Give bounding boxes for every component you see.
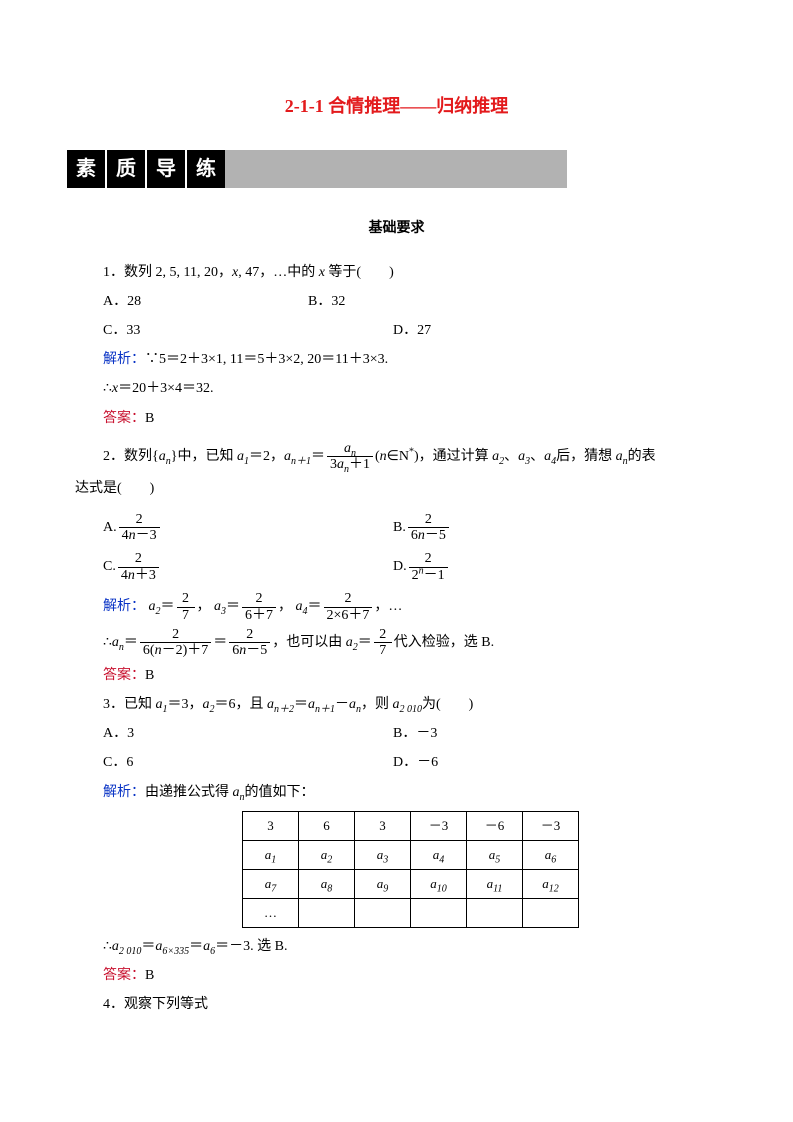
banner-char-2: 质 <box>107 150 147 188</box>
q2-opt-a: A.24n－3 <box>103 512 393 544</box>
q3-conclusion: ∴a2 010＝a6×335＝a6＝－3. 选 B. <box>103 934 718 959</box>
q3-opt-d: D．－6 <box>393 750 718 775</box>
q1-opt-d: D．27 <box>393 318 718 343</box>
table-row: a7 a8 a9 a10 a11 a12 <box>243 869 579 898</box>
table-row: … <box>243 898 579 927</box>
banner-char-1: 素 <box>67 150 107 188</box>
q2-opt-c: C.24n＋3 <box>103 551 393 583</box>
q2-opt-b: B.26n－5 <box>393 512 718 544</box>
q1-jiexi-2: ∴x＝20＋3×4＝32. <box>103 376 718 401</box>
table-row: 363－3－6－3 <box>243 811 579 840</box>
section-heading: 基础要求 <box>75 216 718 241</box>
q3-opt-c: C．6 <box>103 750 393 775</box>
q2-jiexi-2: ∴an＝26(n－2)＋7＝26n－5，也可以由 a2＝27代入检验，选 B. <box>103 627 718 659</box>
banner-char-4: 练 <box>187 150 225 188</box>
section-banner: 素 质 导 练 <box>67 150 567 188</box>
q1-opt-c: C．33 <box>103 318 393 343</box>
q3-table: 363－3－6－3 a1 a2 a3 a4 a5 a6 a7 a8 a9 a10… <box>242 811 579 928</box>
q2-answer: 答案：B <box>103 663 718 688</box>
q2-stem-cont: 达式是( ) <box>75 476 718 501</box>
banner-char-3: 导 <box>147 150 187 188</box>
q3-stem: 3．已知 a1＝3，a2＝6，且 an＋2＝an＋1－an，则 a2 010为(… <box>103 692 718 717</box>
q2-opt-d: D.22n－1 <box>393 551 718 583</box>
q4-stem: 4．观察下列等式 <box>103 992 718 1017</box>
q1-opt-b: B．32 <box>308 289 718 314</box>
q2-stem: 2．数列{an}中，已知 a1＝2，an＋1＝an3an＋1(n∈N*)，通过计… <box>103 441 718 473</box>
q2-jiexi: 解析： a2＝27， a3＝26＋7， a4＝22×6＋7，… <box>103 591 718 623</box>
content-body: 1．数列 2, 5, 11, 20，x, 47，…中的 x 等于( ) A．28… <box>75 260 718 473</box>
q1-answer: 答案：B <box>103 406 718 431</box>
table-row: a1 a2 a3 a4 a5 a6 <box>243 840 579 869</box>
q3-answer: 答案：B <box>103 963 718 988</box>
q1-jiexi: 解析：∵5＝2＋3×1, 11＝5＋3×2, 20＝11＋3×3. <box>103 347 718 372</box>
q3-opt-a: A．3 <box>103 721 393 746</box>
q1-opt-a: A．28 <box>103 289 308 314</box>
q3-opt-b: B．－3 <box>393 721 718 746</box>
q3-jiexi: 解析：由递推公式得 an的值如下： <box>103 780 718 805</box>
q1-stem: 1．数列 2, 5, 11, 20，x, 47，…中的 x 等于( ) <box>103 260 718 285</box>
page-title: 2-1-1 合情推理——归纳推理 <box>75 90 718 122</box>
